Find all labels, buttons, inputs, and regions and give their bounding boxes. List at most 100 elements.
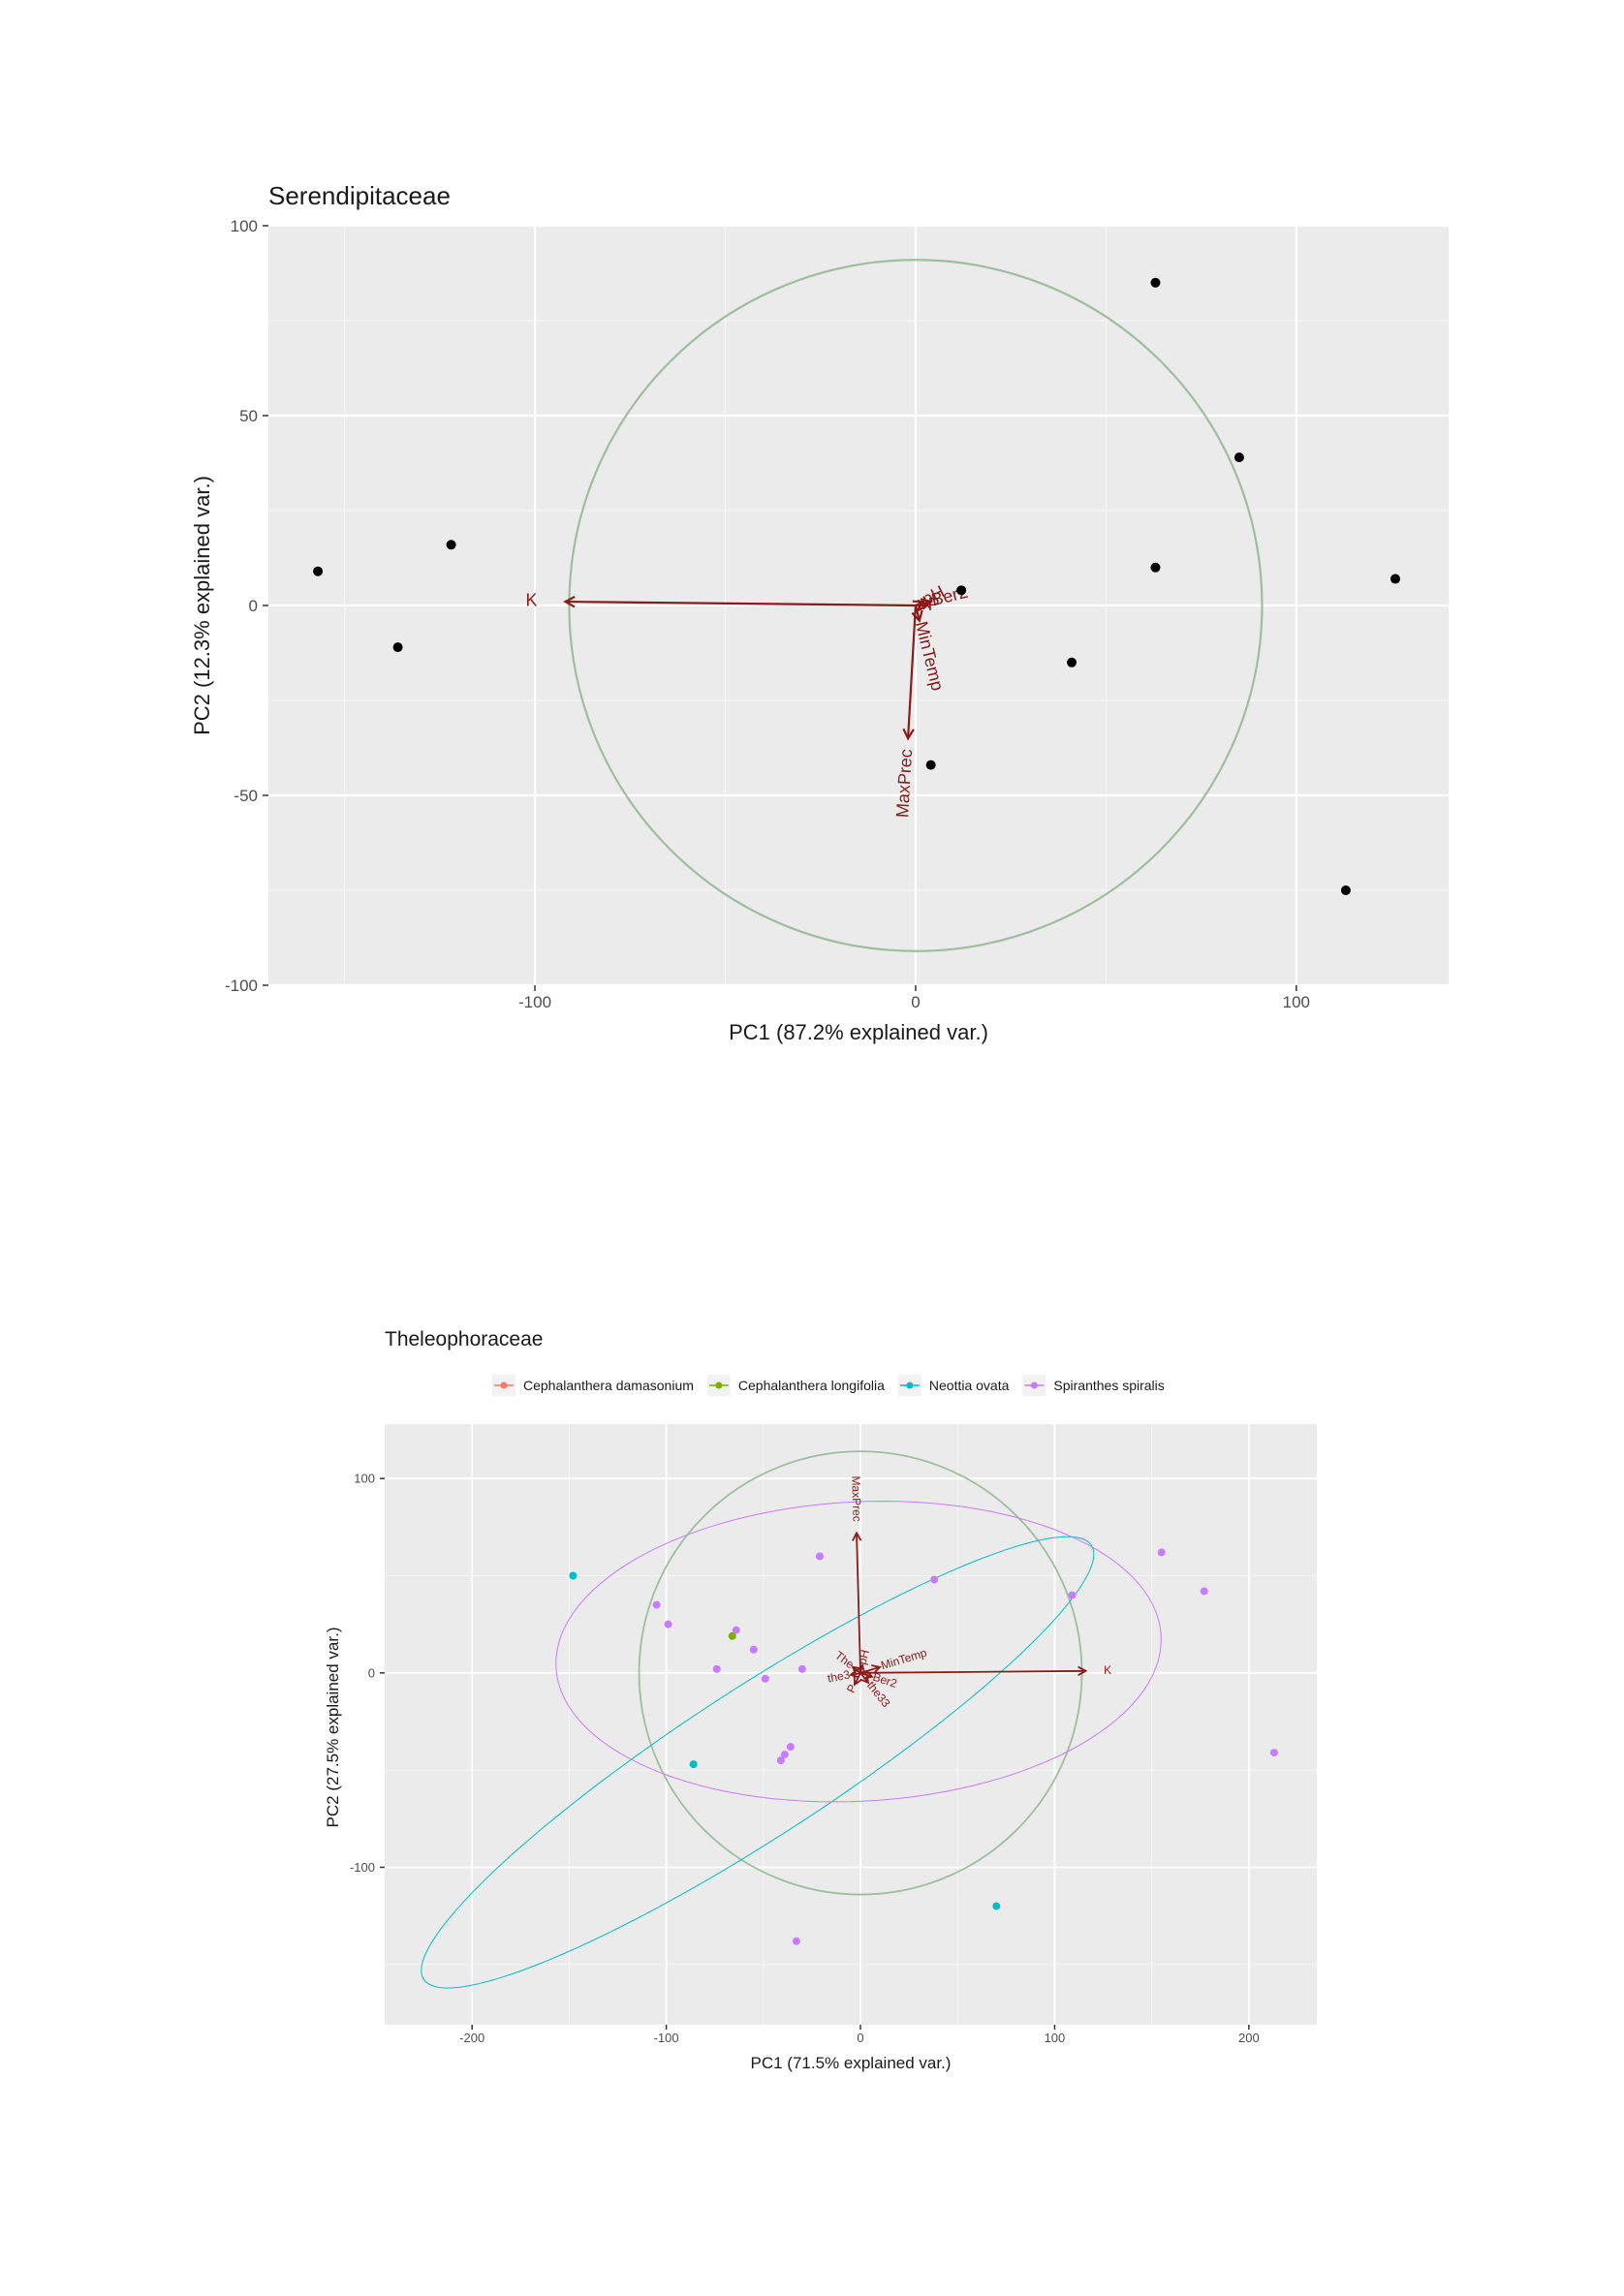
y-tick-label: -50 — [234, 787, 258, 805]
legend-key-point — [1030, 1381, 1038, 1389]
arrow-label: the3 — [827, 1667, 852, 1685]
legend-label: Spiranthes spiralis — [1053, 1378, 1164, 1393]
data-point — [1068, 1591, 1077, 1599]
data-point — [712, 1664, 721, 1673]
grid-lines — [268, 224, 1449, 987]
data-point — [792, 1937, 800, 1945]
arrow-head — [911, 609, 923, 623]
data-point — [446, 540, 456, 550]
y-tick-label: 100 — [354, 1472, 375, 1486]
data-point — [992, 1902, 1001, 1910]
data-point — [1157, 1548, 1166, 1557]
data-point — [761, 1674, 769, 1683]
data-point — [1390, 574, 1400, 584]
arrow-label: P — [928, 595, 940, 614]
arrow-label: K — [526, 591, 538, 610]
y-axis-title: PC2 (12.3% explained var.) — [190, 476, 214, 735]
arrow-head — [871, 1664, 882, 1674]
legend-item: Neottia ovata — [897, 1375, 1010, 1396]
y-tick-label: 50 — [239, 407, 258, 425]
data-point — [1269, 1749, 1278, 1757]
legend-key-point — [906, 1381, 914, 1389]
x-tick-label: 100 — [1045, 2031, 1066, 2045]
data-point — [956, 585, 967, 596]
data-points — [569, 1548, 1278, 1945]
grid-lines — [385, 1424, 1317, 2025]
arrow-head — [856, 1662, 866, 1674]
chart-title: Theleophoraceae — [385, 1328, 543, 1350]
data-point — [392, 642, 403, 653]
arrow-head — [563, 595, 576, 608]
x-tick-label: 200 — [1238, 2031, 1260, 2045]
data-point — [930, 1575, 939, 1584]
arrow-label: K — [1104, 1663, 1111, 1677]
loading-arrow — [906, 605, 918, 739]
loading-arrow — [854, 1672, 861, 1686]
x-tick-label: -100 — [518, 993, 551, 1011]
x-axis-title: PC1 (71.5% explained var.) — [751, 2054, 952, 2072]
data-point — [776, 1756, 785, 1765]
data-point — [728, 1631, 736, 1640]
correlation-circle-outline — [568, 259, 1264, 952]
y-tick-label: 100 — [231, 217, 258, 235]
y-tick-label: -100 — [225, 977, 258, 995]
data-points — [313, 277, 1400, 895]
x-tick-label: 100 — [1283, 993, 1310, 1011]
arrow-label: pH — [856, 1648, 872, 1665]
data-point — [1200, 1587, 1208, 1596]
data-point — [1234, 452, 1244, 463]
legend-item: Cephalanthera longifolia — [706, 1375, 885, 1396]
data-point — [925, 760, 936, 770]
data-point — [797, 1664, 806, 1673]
arrow-head — [863, 1669, 874, 1680]
data-point — [780, 1751, 789, 1759]
chart-title: Serendipitaceae — [268, 181, 451, 210]
legend-label: Cephalanthera damasonium — [523, 1378, 694, 1393]
data-point — [1067, 657, 1077, 667]
group-ellipse — [555, 1501, 1162, 1803]
data-point — [1340, 885, 1351, 895]
x-tick-label: -100 — [654, 2031, 679, 2045]
data-point — [1150, 277, 1161, 288]
loading-arrow — [856, 1533, 861, 1673]
data-point — [569, 1571, 578, 1580]
x-tick-label: 0 — [911, 993, 920, 1011]
x-axis-title: PC1 (87.2% explained var.) — [729, 1020, 988, 1044]
loading-arrow — [565, 600, 916, 607]
plot-panel — [385, 1424, 1317, 2025]
legend-key-point — [500, 1381, 508, 1389]
data-point — [1150, 562, 1161, 573]
arrow-head — [853, 1675, 862, 1687]
y-axis-title: PC2 (27.5% explained var.) — [324, 1628, 342, 1828]
arrow-head — [1077, 1665, 1088, 1676]
y-tick-label: -100 — [350, 1860, 375, 1875]
legend-label: Neottia ovata — [929, 1378, 1010, 1393]
arrow-head — [851, 1665, 862, 1676]
legend-label: Cephalanthera longifolia — [738, 1378, 885, 1393]
arrow-label: MaxPrec — [849, 1475, 863, 1522]
data-point — [732, 1626, 740, 1634]
legend-item: Cephalanthera damasonium — [492, 1375, 694, 1396]
arrow-label: MaxPrec — [892, 749, 916, 819]
arrow-head — [902, 728, 915, 741]
legend: Cephalanthera damasonium Cephalanthera lo… — [492, 1375, 1165, 1396]
data-point — [689, 1760, 698, 1769]
loading-arrow — [859, 1672, 869, 1684]
arrow-head — [912, 600, 925, 611]
legend-key-point — [715, 1381, 723, 1389]
data-point — [749, 1645, 758, 1654]
arrow-head — [917, 599, 930, 612]
data-point — [652, 1600, 661, 1609]
data-point — [815, 1552, 824, 1561]
x-tick-label: -200 — [459, 2031, 484, 2045]
axis-ticks: -200 -100 0 100 200 -100 0 100 — [350, 1472, 1260, 2045]
y-tick-label: 0 — [368, 1665, 375, 1680]
y-tick-label: 0 — [249, 597, 258, 615]
group-ellipses — [421, 1501, 1162, 1989]
x-tick-label: 0 — [857, 2031, 863, 2045]
correlation-circle — [568, 259, 1264, 952]
legend-item: Spiranthes spiralis — [1022, 1375, 1165, 1396]
loading-arrow — [914, 605, 921, 621]
